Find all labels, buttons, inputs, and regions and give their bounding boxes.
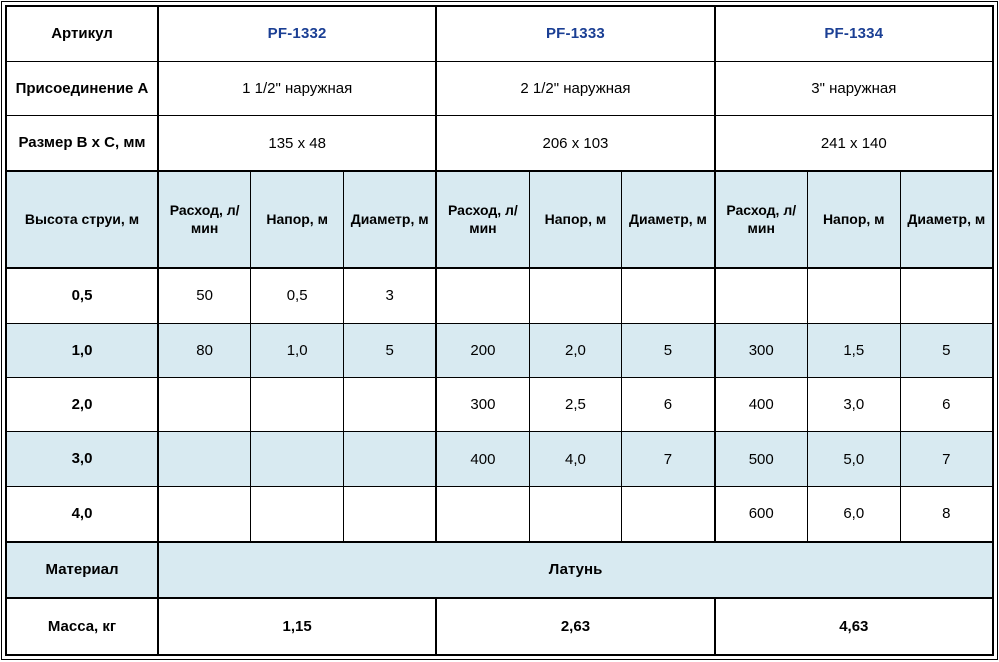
data-cell: 6 (899, 377, 994, 433)
size-cell: 135 x 48 (156, 115, 437, 172)
row-label-size: Размер B x C, мм (5, 115, 159, 172)
data-row: 1,0 80 1,0 5 200 2,0 5 300 1,5 5 (5, 322, 994, 379)
data-cell: 400 (713, 377, 808, 433)
data-cell: 2,5 (528, 377, 623, 433)
data-cell (899, 267, 994, 324)
article-cell: PF-1333 (435, 5, 716, 62)
col-header-flow: Расход, л/мин (435, 170, 530, 269)
data-cell (157, 485, 252, 543)
connection-cell: 1 1/2" наружная (156, 60, 437, 117)
data-cell (250, 377, 345, 433)
mass-cell: 2,63 (435, 597, 716, 656)
data-cell: 5 (343, 322, 437, 379)
row-label-article: Артикул (5, 5, 159, 62)
connection-cell: 3" наружная (713, 60, 994, 117)
mass-cell: 4,63 (713, 597, 994, 656)
article-row: Артикул PF-1332 PF-1333 PF-1334 (5, 5, 994, 62)
col-header-flow: Расход, л/мин (157, 170, 252, 269)
data-cell (250, 431, 345, 487)
data-cell (343, 431, 437, 487)
data-cell: 5 (621, 322, 716, 379)
data-row: 2,0 300 2,5 6 400 3,0 6 (5, 377, 994, 433)
article-cell: PF-1332 (156, 5, 437, 62)
product-spec-table: Артикул PF-1332 PF-1333 PF-1334 Присоеди… (5, 5, 994, 656)
data-cell: 200 (435, 322, 530, 379)
size-cell: 206 x 103 (435, 115, 716, 172)
data-cell (528, 267, 623, 324)
row-label-material: Материал (5, 540, 159, 600)
col-header-diameter: Диаметр, м (899, 170, 994, 269)
data-cell: 3 (343, 267, 437, 324)
data-cell (806, 267, 901, 324)
data-cell (343, 377, 437, 433)
col-header-head: Напор, м (250, 170, 345, 269)
data-cell: 50 (157, 267, 252, 324)
data-cell: 7 (899, 431, 994, 487)
col-header-flow: Расход, л/мин (713, 170, 808, 269)
data-cell (157, 377, 252, 433)
data-cell: 1,0 (250, 322, 345, 379)
jet-height-cell: 0,5 (5, 267, 159, 324)
data-cell: 0,5 (250, 267, 345, 324)
data-cell: 300 (713, 322, 808, 379)
data-row: 3,0 400 4,0 7 500 5,0 7 (5, 431, 994, 487)
data-cell: 8 (899, 485, 994, 543)
col-header-head: Напор, м (806, 170, 901, 269)
data-row: 4,0 600 6,0 8 (5, 485, 994, 543)
column-header-row: Высота струи, м Расход, л/мин Напор, м Д… (5, 170, 994, 269)
data-cell (713, 267, 808, 324)
article-cell: PF-1334 (713, 5, 994, 62)
size-cell: 241 x 140 (713, 115, 994, 172)
col-header-head: Напор, м (528, 170, 623, 269)
data-cell (528, 485, 623, 543)
col-header-diameter: Диаметр, м (621, 170, 716, 269)
col-header-diameter: Диаметр, м (343, 170, 437, 269)
data-cell (435, 485, 530, 543)
data-cell: 500 (713, 431, 808, 487)
mass-row: Масса, кг 1,15 2,63 4,63 (5, 597, 994, 656)
data-cell: 5 (899, 322, 994, 379)
data-cell: 80 (157, 322, 252, 379)
material-cell: Латунь (157, 540, 994, 600)
size-row: Размер B x C, мм 135 x 48 206 x 103 241 … (5, 115, 994, 172)
connection-row: Присоединение А 1 1/2" наружная 2 1/2" н… (5, 60, 994, 117)
data-cell (435, 267, 530, 324)
data-cell: 7 (621, 431, 716, 487)
jet-height-cell: 1,0 (5, 322, 159, 379)
jet-height-cell: 4,0 (5, 485, 159, 543)
row-label-mass: Масса, кг (5, 597, 159, 656)
data-cell: 3,0 (806, 377, 901, 433)
data-cell: 6,0 (806, 485, 901, 543)
data-cell: 1,5 (806, 322, 901, 379)
data-cell (621, 485, 716, 543)
data-cell: 4,0 (528, 431, 623, 487)
mass-cell: 1,15 (156, 597, 437, 656)
data-cell (343, 485, 437, 543)
material-row: Материал Латунь (5, 540, 994, 600)
data-row: 0,5 50 0,5 3 (5, 267, 994, 324)
data-cell (157, 431, 252, 487)
connection-cell: 2 1/2" наружная (435, 60, 716, 117)
data-cell (621, 267, 716, 324)
data-cell: 2,0 (528, 322, 623, 379)
data-cell (250, 485, 345, 543)
row-label-connection: Присоединение А (5, 60, 159, 117)
jet-height-cell: 3,0 (5, 431, 159, 487)
data-cell: 6 (621, 377, 716, 433)
data-cell: 300 (435, 377, 530, 433)
data-cell: 5,0 (806, 431, 901, 487)
row-label-jet-height: Высота струи, м (5, 170, 159, 269)
jet-height-cell: 2,0 (5, 377, 159, 433)
data-cell: 400 (435, 431, 530, 487)
data-cell: 600 (713, 485, 808, 543)
